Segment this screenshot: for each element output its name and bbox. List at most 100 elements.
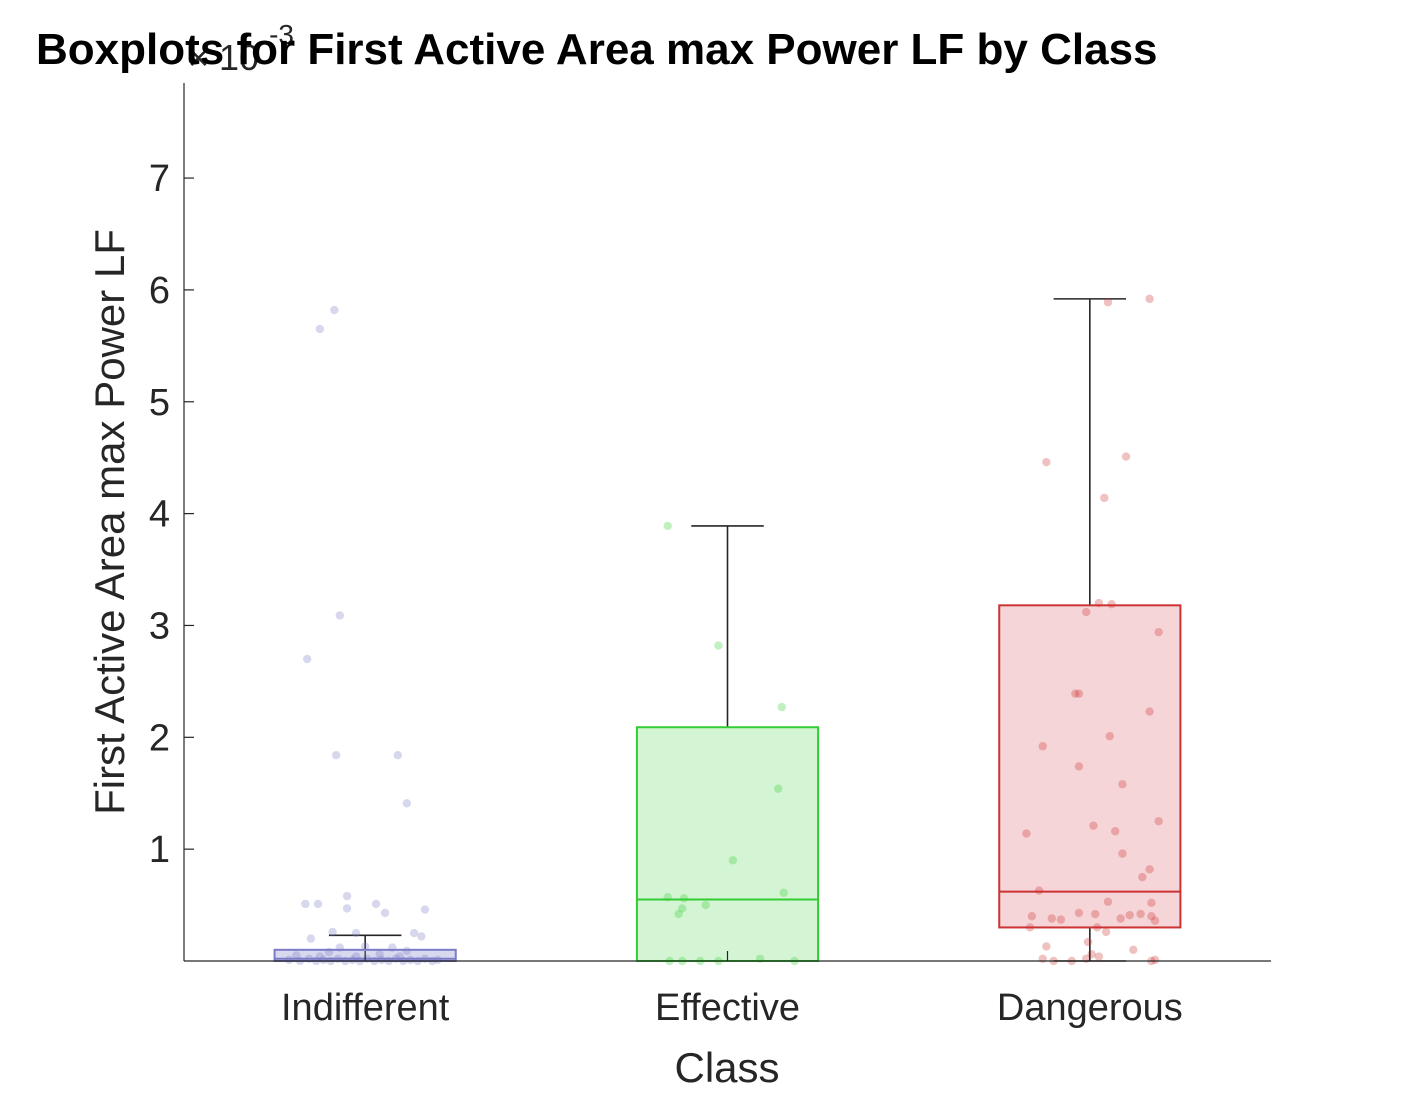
data-point — [409, 928, 419, 938]
data-point — [779, 888, 788, 897]
y-tick-label: 2 — [149, 717, 170, 759]
data-point — [1042, 457, 1051, 467]
data-point — [393, 751, 402, 760]
data-point — [342, 891, 352, 901]
boxes-layer — [273, 298, 1182, 963]
chart-title: Boxplots for First Active Area max Power… — [36, 25, 1158, 74]
data-point — [1103, 298, 1113, 307]
y-exponent-base: × 10 — [188, 37, 259, 78]
data-point — [351, 928, 361, 938]
data-point — [395, 952, 404, 961]
box-iqr — [635, 726, 820, 963]
data-point — [324, 947, 334, 957]
data-point — [1150, 955, 1160, 965]
y-tick-label: 3 — [149, 605, 170, 647]
data-point — [714, 641, 723, 650]
box-iqr — [998, 604, 1182, 929]
data-point — [674, 909, 683, 919]
data-point — [417, 932, 426, 941]
data-point — [315, 952, 325, 961]
data-point — [360, 942, 370, 951]
box-dangerous — [998, 298, 1182, 962]
y-tick-label: 4 — [149, 494, 170, 536]
data-point — [333, 954, 343, 963]
data-point — [1025, 923, 1035, 932]
x-axis-label: Class — [674, 1044, 779, 1091]
data-point — [380, 908, 390, 918]
data-point — [1147, 898, 1156, 908]
data-point — [1118, 780, 1127, 789]
data-point — [375, 950, 384, 959]
data-point — [362, 954, 372, 963]
data-point — [351, 952, 361, 961]
data-point — [1110, 827, 1120, 836]
data-point — [335, 943, 345, 952]
data-point — [1074, 908, 1084, 918]
x-tick-label: Effective — [655, 987, 800, 1029]
data-point — [313, 899, 323, 909]
data-point — [777, 702, 787, 712]
x-tick-label: Dangerous — [997, 987, 1183, 1029]
data-point — [1154, 627, 1163, 637]
y-axis-exponent: × 10 -3 — [188, 19, 294, 78]
data-point — [1150, 916, 1160, 925]
data-point — [1103, 897, 1113, 906]
data-point — [284, 955, 294, 965]
data-point — [1071, 689, 1080, 698]
data-point — [1129, 945, 1138, 955]
data-point — [433, 955, 442, 965]
data-point — [755, 954, 765, 963]
data-point — [302, 654, 312, 664]
data-point — [663, 521, 672, 531]
data-point — [1082, 607, 1091, 617]
data-point — [1121, 452, 1131, 461]
data-point — [1034, 886, 1044, 895]
data-point — [1094, 952, 1104, 961]
data-point — [335, 611, 345, 620]
data-point — [1038, 742, 1047, 751]
data-point — [679, 894, 689, 903]
data-point — [330, 305, 339, 315]
data-point — [1083, 937, 1093, 947]
data-point — [319, 955, 328, 965]
data-point — [1100, 493, 1109, 503]
data-point — [1118, 849, 1127, 858]
y-tick-label: 5 — [149, 382, 170, 424]
data-point — [1136, 909, 1145, 919]
data-point — [1056, 915, 1066, 924]
data-point — [678, 904, 687, 913]
points-indifferent — [284, 305, 442, 966]
data-point — [1082, 954, 1091, 963]
data-point — [406, 955, 415, 965]
data-point — [1125, 910, 1134, 920]
y-tick-label: 6 — [149, 270, 170, 312]
y-tick-label: 1 — [149, 829, 170, 871]
data-point — [420, 905, 430, 914]
data-point — [1074, 689, 1084, 698]
data-point — [420, 954, 430, 963]
points-effective — [663, 521, 799, 966]
data-point — [1092, 923, 1102, 932]
data-point — [701, 900, 710, 910]
y-tick-label: 7 — [149, 158, 170, 200]
data-point — [1107, 600, 1116, 609]
data-point — [1042, 942, 1051, 951]
data-point — [1105, 731, 1114, 741]
data-point — [1091, 909, 1100, 919]
data-point — [301, 899, 310, 909]
data-point — [371, 899, 381, 909]
data-point — [1022, 829, 1031, 838]
data-point — [315, 324, 325, 334]
x-ticks-layer: Indifferent Effective Dangerous — [281, 951, 1183, 1029]
data-point — [1038, 954, 1047, 963]
data-point — [377, 955, 386, 965]
y-axis-label: First Active Area max Power LF — [86, 229, 133, 815]
data-point — [1116, 914, 1125, 923]
data-point — [292, 951, 301, 960]
data-point — [774, 784, 783, 793]
data-point — [728, 856, 738, 865]
data-point — [1094, 598, 1104, 608]
data-point — [328, 927, 337, 937]
data-point — [342, 904, 352, 913]
